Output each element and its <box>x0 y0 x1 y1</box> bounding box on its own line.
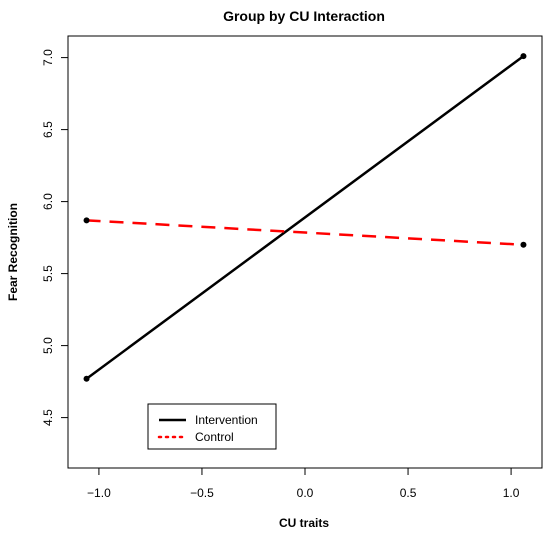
x-tick-label: 0.0 <box>297 486 314 500</box>
y-tick-label: 5.5 <box>41 265 55 282</box>
y-tick-label: 6.5 <box>41 121 55 138</box>
x-tick-label: −1.0 <box>87 486 111 500</box>
x-tick-label: 0.5 <box>400 486 417 500</box>
series-line-control <box>86 219 524 247</box>
data-point-control <box>520 241 527 248</box>
x-tick-label: 1.0 <box>503 486 520 500</box>
y-tick-label: 4.5 <box>41 409 55 426</box>
y-tick-label: 6.0 <box>41 193 55 210</box>
data-point-intervention <box>83 375 90 382</box>
data-point-intervention <box>520 53 527 60</box>
y-axis-title: Fear Recognition <box>6 203 20 301</box>
legend-box <box>147 403 277 450</box>
y-axis: 4.5 5.0 5.5 6.0 6.5 7.0 <box>41 49 69 426</box>
plot-frame <box>67 35 543 469</box>
legend: Intervention Control <box>147 403 277 450</box>
y-tick-label: 7.0 <box>41 49 55 66</box>
series-layer <box>83 53 527 382</box>
legend-label-intervention: Intervention <box>195 413 258 427</box>
x-axis: −1.0 −0.5 0.0 0.5 1.0 <box>87 467 520 500</box>
data-point-control <box>83 217 90 224</box>
y-tick-label: 5.0 <box>41 337 55 354</box>
x-tick-label: −0.5 <box>190 486 214 500</box>
legend-label-control: Control <box>195 430 234 444</box>
x-axis-title: CU traits <box>279 516 329 530</box>
series-line-intervention <box>85 55 525 380</box>
chart-title: Group by CU Interaction <box>223 8 385 24</box>
